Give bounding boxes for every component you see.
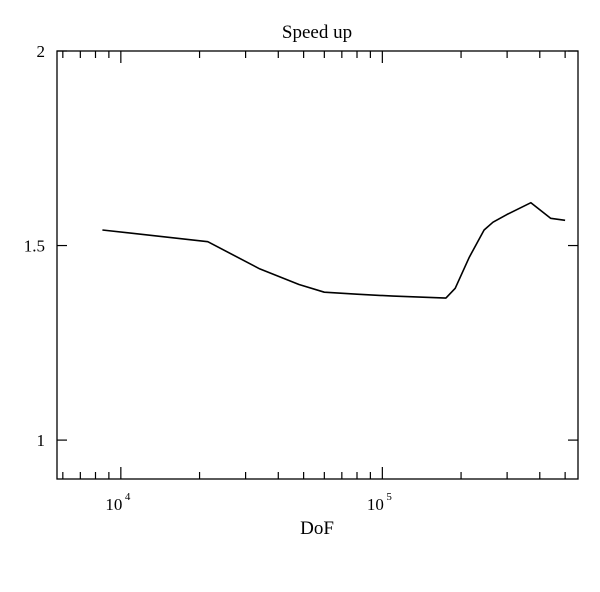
y-tick-labels: 11.52 [24,42,45,450]
x-tick-labels: 10 4 10 5 [105,491,392,514]
y-tick-label: 2 [37,42,46,61]
y-tick-label: 1 [37,431,46,450]
series-line [102,201,566,299]
x-tick-label: 10 4 [105,491,131,514]
x-tick-exponent: 5 [386,491,392,503]
x-tick-label: 10 5 [367,491,393,514]
x-tick-base: 10 [105,495,122,514]
x-tick-base: 10 [367,495,384,514]
plot-frame [56,50,579,480]
axis-ticks [57,50,578,479]
y-tick-label: 1.5 [24,237,45,256]
series-layer [102,201,566,299]
chart-title: Speed up [282,22,352,43]
x-axis-label: DoF [300,518,334,539]
x-tick-exponent: 4 [125,491,131,503]
